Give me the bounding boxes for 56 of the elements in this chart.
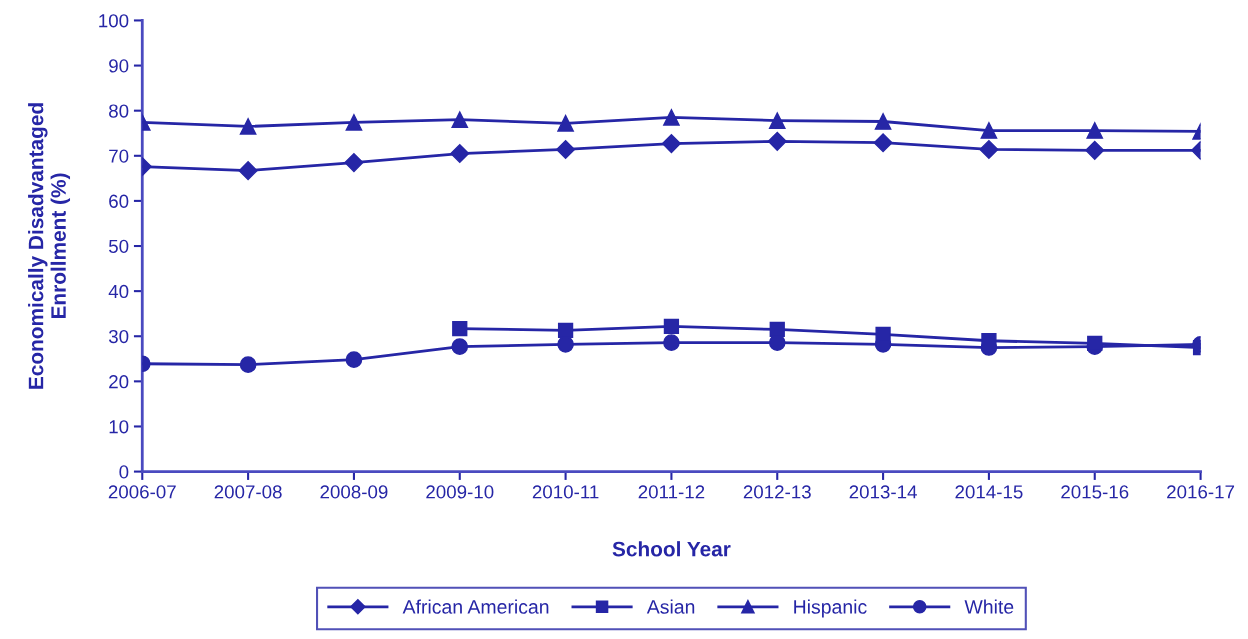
y-axis-title: Economically Disadvantaged Enrollment (%) xyxy=(28,103,71,389)
y-tick-label: 40 xyxy=(108,284,129,299)
x-tick-label: 2011-12 xyxy=(638,485,705,499)
legend-label: White xyxy=(964,599,1014,614)
legend-label: Hispanic xyxy=(794,599,867,618)
point xyxy=(663,334,680,351)
legend-label: Asian xyxy=(646,599,695,614)
x-tick-label: 2006-07 xyxy=(108,485,176,499)
point xyxy=(661,134,681,154)
y-tick-label: 0 xyxy=(119,465,129,479)
point xyxy=(557,336,574,353)
point xyxy=(874,113,892,130)
legend-label: African American xyxy=(402,599,549,614)
x-tick-label: 2010-11 xyxy=(532,485,599,499)
point xyxy=(451,111,469,129)
x-tick-label: 2016-17 xyxy=(1167,485,1235,499)
y-tick-label: 10 xyxy=(109,420,129,434)
x-axis-title: School Year xyxy=(612,541,731,557)
y-tick-label: 60 xyxy=(109,194,129,208)
point xyxy=(452,320,468,337)
point xyxy=(557,114,574,132)
y-tick-label: 20 xyxy=(109,375,129,389)
point xyxy=(980,122,998,139)
y-tick-label: 90 xyxy=(109,59,129,73)
point xyxy=(345,114,363,131)
y-tick-label: 70 xyxy=(109,149,129,163)
y-tick-label: 50 xyxy=(108,239,129,253)
point xyxy=(979,139,999,160)
x-tick-label: 2008-09 xyxy=(320,485,388,499)
point xyxy=(663,318,680,334)
y-tick-label: 80 xyxy=(109,104,129,118)
point xyxy=(239,356,257,373)
point xyxy=(873,133,893,153)
x-tick-label: 2012-13 xyxy=(743,485,811,499)
point xyxy=(451,338,469,355)
point xyxy=(663,109,680,126)
y-tick-label: 100 xyxy=(99,14,129,28)
point xyxy=(768,112,786,129)
x-tick-label: 2013-14 xyxy=(849,485,917,499)
point xyxy=(556,139,576,160)
x-tick-label: 2007-08 xyxy=(214,485,282,499)
point xyxy=(344,153,364,173)
point xyxy=(767,131,787,151)
x-tick-label: 2009-10 xyxy=(426,485,494,499)
point xyxy=(769,321,785,338)
point xyxy=(345,351,363,369)
y-tick-label: 30 xyxy=(108,329,129,344)
point xyxy=(557,322,574,339)
point xyxy=(1086,122,1104,139)
point xyxy=(875,326,891,343)
point xyxy=(1085,140,1105,160)
x-tick-label: 2015-16 xyxy=(1061,485,1129,499)
x-tick-label: 2014-15 xyxy=(955,485,1023,499)
point xyxy=(239,118,257,135)
point xyxy=(450,143,470,164)
point xyxy=(238,161,258,181)
